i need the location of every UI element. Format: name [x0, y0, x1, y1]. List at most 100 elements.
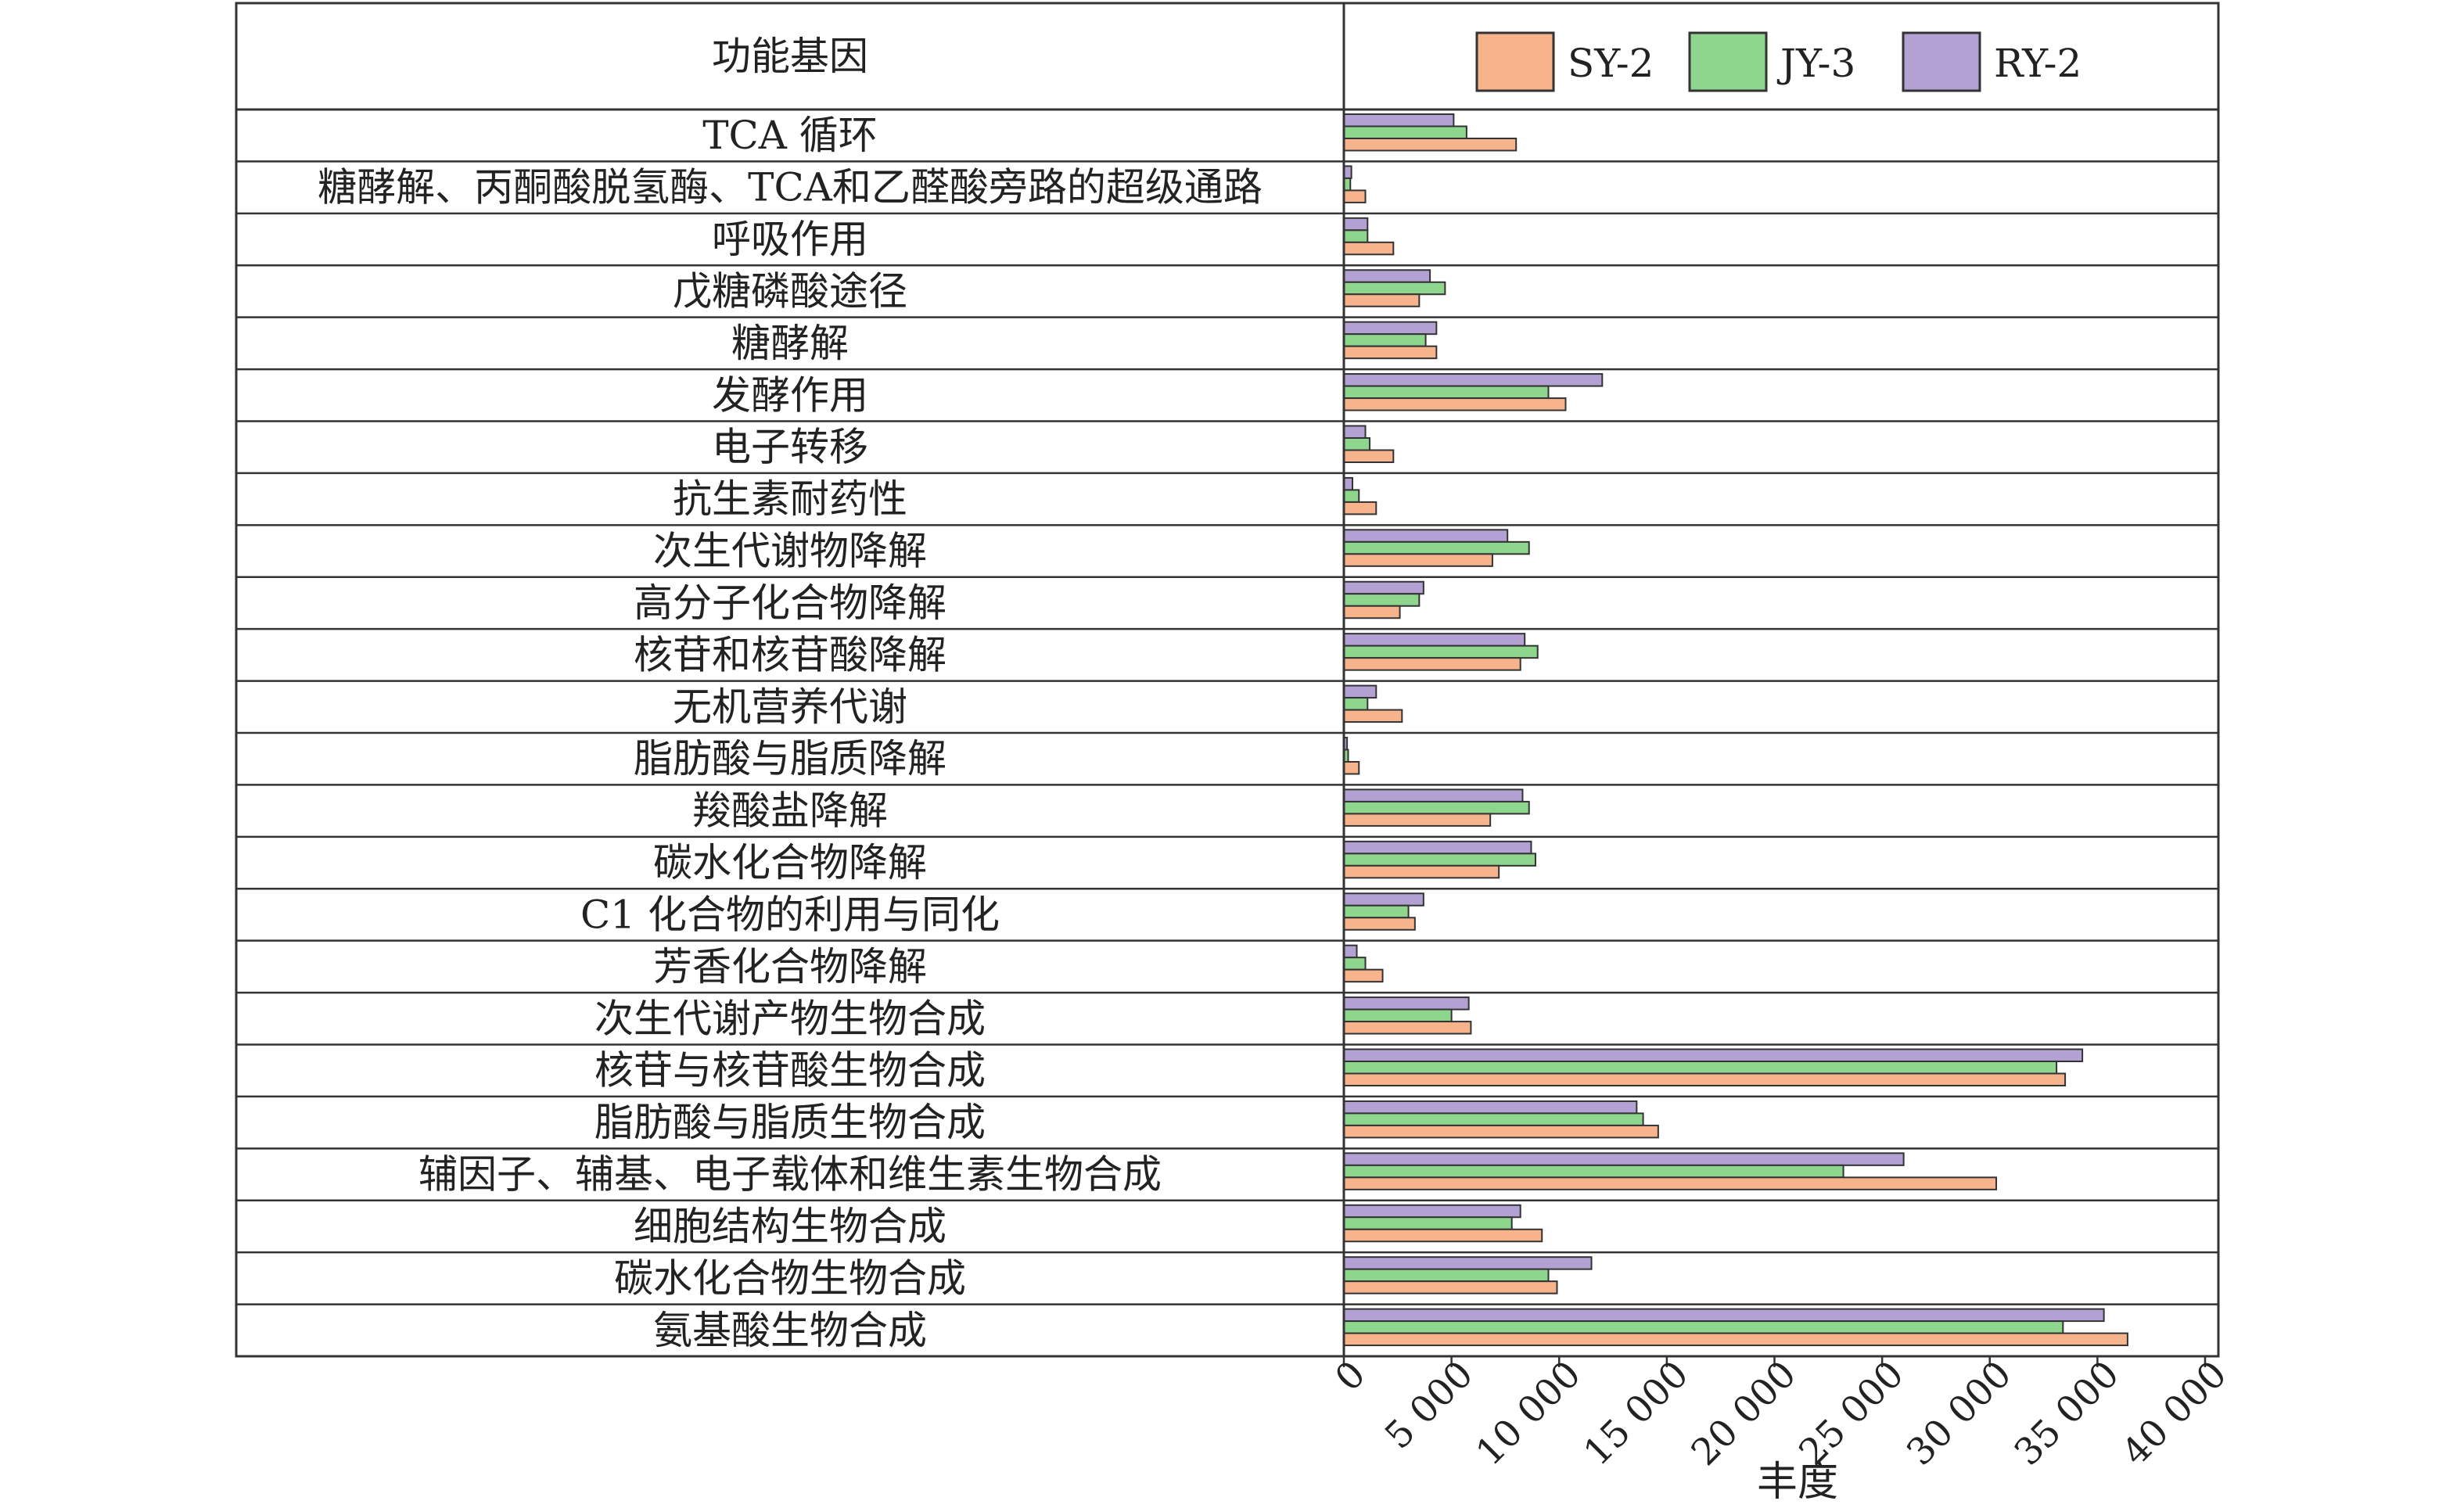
bar-ry-2: [1343, 996, 1470, 1011]
legend-label-jy-3: JY-3: [1776, 41, 1855, 86]
category-label: 糖酵解、丙酮酸脱氢酶、TCA和乙醛酸旁路的超级通路: [318, 165, 1263, 210]
legend-label-ry-2: RY-2: [1994, 41, 2081, 86]
bar-jy-3: [1343, 1008, 1453, 1023]
bar-sy-2: [1343, 1021, 1472, 1035]
bar-ry-2: [1343, 1308, 2105, 1323]
bar-jy-3: [1343, 125, 1467, 139]
bar-ry-2: [1343, 633, 1526, 647]
category-label: 次生代谢物降解: [653, 529, 927, 574]
bar-ry-2: [1343, 580, 1424, 595]
bar-sy-2: [1343, 1332, 2128, 1347]
category-label: 次生代谢产物生物合成: [594, 996, 986, 1041]
bar-jy-3: [1343, 1216, 1513, 1230]
bar-sy-2: [1343, 657, 1521, 671]
bar-jy-3: [1343, 644, 1539, 659]
bar-jy-3: [1343, 1164, 1844, 1179]
bar-jy-3: [1343, 800, 1530, 815]
category-label: 芳香化合物降解: [653, 944, 927, 989]
bar-sy-2: [1343, 813, 1492, 827]
bar-jy-3: [1343, 229, 1369, 243]
category-label: 核苷与核苷酸生物合成: [594, 1048, 986, 1093]
bar-sy-2: [1343, 968, 1384, 983]
category-label: 碳水化合物生物合成: [614, 1255, 966, 1301]
category-label: 氨基酸生物合成: [653, 1308, 927, 1353]
bar-ry-2: [1343, 1048, 2084, 1062]
bar-sy-2: [1343, 397, 1567, 411]
bar-ry-2: [1343, 944, 1358, 959]
bar-sy-2: [1343, 917, 1416, 931]
bar-jy-3: [1343, 957, 1367, 971]
category-label: 戊糖磷酸途径: [673, 268, 907, 314]
bar-jy-3: [1343, 1320, 2064, 1334]
legend: SY-2 JY-3 RY-2: [1475, 31, 2081, 92]
bar-ry-2: [1343, 217, 1369, 232]
category-label: 脂肪酸与脂质降解: [634, 736, 946, 781]
bar-sy-2: [1343, 1124, 1659, 1139]
legend-swatch-jy-3: [1688, 31, 1768, 92]
bar-sy-2: [1343, 1280, 1558, 1294]
outer-border: [235, 2, 2220, 1358]
category-label: 呼吸作用: [712, 217, 868, 262]
bars: [1343, 113, 2128, 1347]
category-label: 碳水化合物降解: [653, 840, 927, 885]
category-label: 辅因子、辅基、电子载体和维生素生物合成: [418, 1152, 1162, 1197]
bar-ry-2: [1343, 840, 1532, 855]
bar-ry-2: [1343, 684, 1377, 699]
bar-ry-2: [1343, 269, 1431, 283]
bar-jy-3: [1343, 1112, 1644, 1126]
bar-ry-2: [1343, 1256, 1593, 1270]
category-label: 无机营养代谢: [673, 684, 907, 730]
bar-sy-2: [1343, 293, 1421, 307]
bar-ry-2: [1343, 1152, 1905, 1166]
bar-ry-2: [1343, 1204, 1521, 1219]
bar-jy-3: [1343, 904, 1410, 919]
bar-ry-2: [1343, 373, 1604, 387]
bar-ry-2: [1343, 1100, 1638, 1115]
category-label: 糖酵解: [731, 321, 849, 366]
bar-sy-2: [1343, 345, 1438, 360]
bar-sy-2: [1343, 1176, 1998, 1190]
row-lines: [236, 160, 2218, 1305]
category-label: TCA 循环: [702, 113, 878, 158]
bar-sy-2: [1343, 761, 1360, 775]
bar-jy-3: [1343, 593, 1421, 607]
category-label: 抗生素耐药性: [673, 476, 907, 522]
bar-sy-2: [1343, 605, 1401, 619]
bar-jy-3: [1343, 489, 1360, 503]
legend-swatch-sy-2: [1475, 31, 1555, 92]
bar-sy-2: [1343, 501, 1377, 515]
category-label: 细胞结构生物合成: [634, 1204, 946, 1249]
header-label: 功能基因: [712, 34, 868, 79]
bar-sy-2: [1343, 553, 1493, 567]
bar-ry-2: [1343, 321, 1438, 336]
category-label: 核苷和核苷酸降解: [634, 632, 946, 677]
bar-sy-2: [1343, 138, 1518, 152]
legend-swatch-ry-2: [1902, 31, 1981, 92]
bar-jy-3: [1343, 540, 1530, 555]
bar-sy-2: [1343, 709, 1403, 723]
bar-ry-2: [1343, 529, 1509, 543]
category-label: 电子转移: [712, 425, 868, 470]
bar-ry-2: [1343, 476, 1354, 491]
bar-ry-2: [1343, 892, 1424, 907]
bar-sy-2: [1343, 241, 1395, 256]
bar-sy-2: [1343, 449, 1395, 463]
bar-jy-3: [1343, 385, 1550, 400]
chart-frame: [235, 2, 2220, 1358]
bar-ry-2: [1343, 788, 1524, 802]
category-label: 发酵作用: [712, 372, 868, 418]
category-label: C1 化合物的利用与同化: [580, 892, 1000, 937]
category-label: 羧酸盐降解: [692, 788, 888, 834]
bar-ry-2: [1343, 113, 1455, 127]
category-label: 脂肪酸与脂质生物合成: [594, 1100, 986, 1145]
category-labels: TCA 循环糖酵解、丙酮酸脱氢酶、TCA和乙醛酸旁路的超级通路呼吸作用戊糖磷酸途…: [318, 113, 1263, 1353]
category-label: 高分子化合物降解: [634, 580, 946, 626]
bar-ry-2: [1343, 425, 1367, 439]
bar-sy-2: [1343, 189, 1367, 203]
x-axis-title: 丰度: [1757, 1459, 1838, 1506]
bar-jy-3: [1343, 697, 1369, 711]
bar-sy-2: [1343, 1228, 1543, 1243]
bar-jy-3: [1343, 437, 1371, 451]
